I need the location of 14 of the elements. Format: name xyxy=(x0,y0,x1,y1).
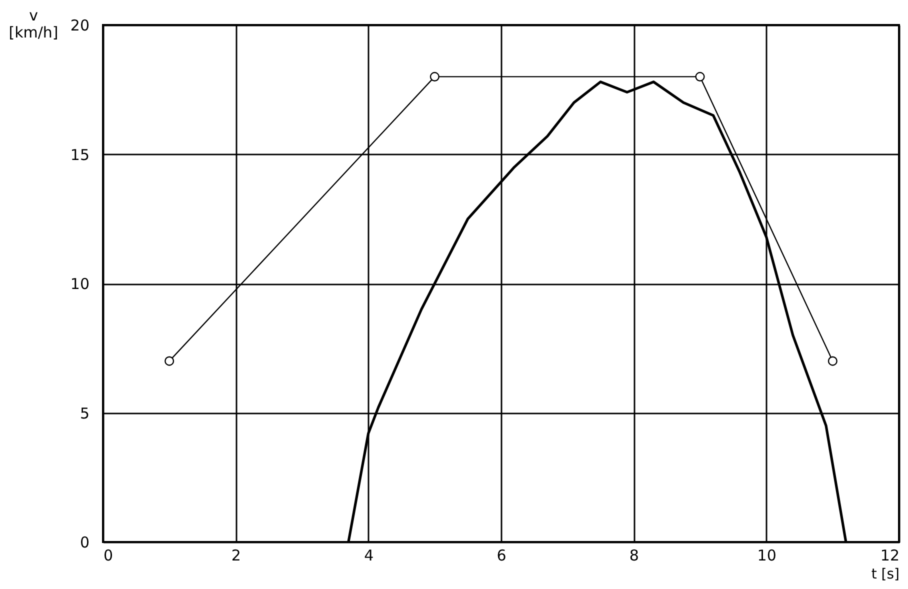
x-tick-label: 10 xyxy=(757,546,776,564)
y-tick-label: 5 xyxy=(80,404,90,422)
x-tick-label: 2 xyxy=(231,546,241,564)
y-axis-title: v [km/h] xyxy=(8,6,58,42)
y-tick-label: 10 xyxy=(70,275,90,293)
x-tick-label: 12 xyxy=(880,546,900,564)
x-tick-label: 6 xyxy=(496,546,506,564)
x-tick-label: 0 xyxy=(104,546,114,564)
x-tick-label: 8 xyxy=(629,546,639,564)
y-tick-label: 15 xyxy=(70,146,90,164)
y-tick-label: 20 xyxy=(70,16,90,34)
x-axis-title: t [s] xyxy=(871,566,900,582)
y-tick-label: 0 xyxy=(80,534,90,552)
x-tick-label: 4 xyxy=(364,546,374,564)
